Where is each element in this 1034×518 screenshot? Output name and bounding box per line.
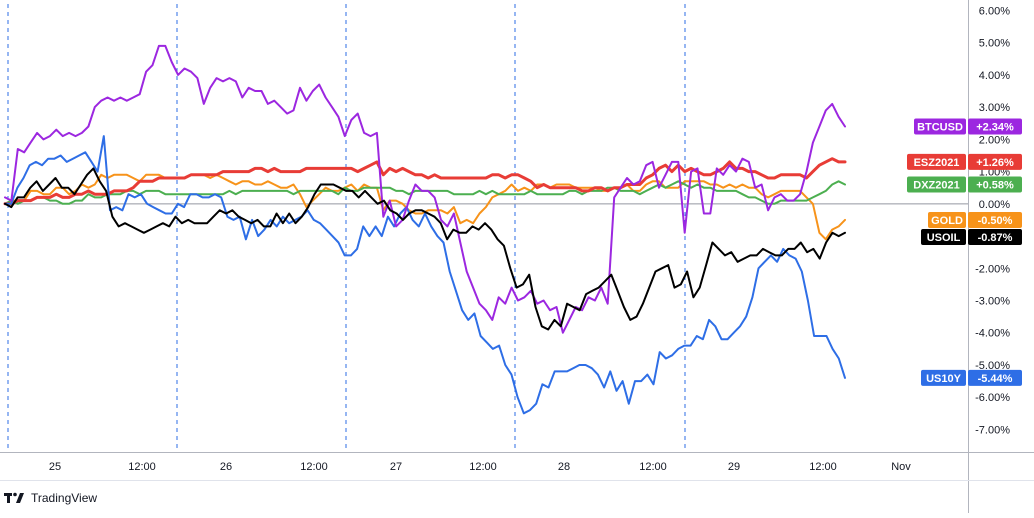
series-value-tag-bg — [968, 211, 1022, 228]
series-name-tag-bg — [921, 228, 966, 245]
y-tick-label: -3.00% — [975, 296, 1010, 308]
series-value-tag[interactable]: +2.34% — [968, 118, 1022, 135]
series-name-tag[interactable]: US10Y — [921, 369, 966, 386]
series-line-us10y — [4, 135, 846, 415]
series-value-tag[interactable]: -5.44% — [968, 369, 1022, 386]
series-value-text: +0.58% — [976, 179, 1014, 191]
series-line-usoil — [4, 167, 846, 331]
series-value-text: -0.50% — [978, 215, 1013, 227]
y-tick-label: 3.00% — [979, 102, 1010, 114]
tradingview-logo-icon — [4, 492, 24, 503]
series-lines — [3, 44, 847, 415]
y-tick-label: -4.00% — [975, 328, 1010, 340]
series-name-tag-bg — [921, 369, 966, 386]
series-value-tag[interactable]: +0.58% — [968, 176, 1022, 193]
series-name-tag[interactable]: BTCUSD — [914, 118, 966, 135]
y-tick-label: 5.00% — [979, 38, 1010, 50]
series-value-tag-bg — [968, 176, 1022, 193]
series-value-tag[interactable]: -0.50% — [968, 211, 1022, 228]
x-tick-label: 28 — [558, 461, 570, 473]
series-value-text: +1.26% — [976, 157, 1014, 169]
series-value-tag-bg — [968, 228, 1022, 245]
x-tick-label: Nov — [891, 461, 911, 473]
x-tick-label: 29 — [728, 461, 740, 473]
brand-name: TradingView — [31, 491, 98, 505]
brand-footer[interactable]: TradingView — [4, 488, 97, 508]
series-value-text: -5.44% — [978, 373, 1013, 385]
x-tick-label: 12:00 — [469, 461, 497, 473]
series-name-tag-bg — [914, 118, 966, 135]
series-value-tag[interactable]: +1.26% — [968, 153, 1022, 170]
x-tick-label: 25 — [49, 461, 61, 473]
series-value-tag-bg — [968, 118, 1022, 135]
x-tick-label: 12:00 — [809, 461, 837, 473]
series-name-tag-bg — [907, 176, 966, 193]
series-price-labels: BTCUSD +2.34% ESZ2021 +1.26% DXZ2021 +0.58% GO… — [907, 118, 1022, 386]
x-tick-label: 12:00 — [128, 461, 156, 473]
session-break-lines — [7, 4, 686, 452]
y-tick-label: 0.00% — [979, 199, 1010, 211]
x-axis-tick-labels: 25 12:00 26 12:00 27 12:00 28 12:00 29 12:00 Nov — [49, 461, 911, 473]
y-tick-label: -2.00% — [975, 263, 1010, 275]
series-value-tag[interactable]: -0.87% — [968, 228, 1022, 245]
series-name-text: US10Y — [926, 373, 962, 385]
series-line-btcusd — [4, 44, 846, 334]
y-tick-label: 4.00% — [979, 70, 1010, 82]
series-value-tag-bg — [968, 153, 1022, 170]
y-tick-label: 6.00% — [979, 5, 1010, 17]
series-name-tag-bg — [928, 211, 966, 228]
series-name-text: DXZ2021 — [913, 179, 959, 191]
series-name-tag[interactable]: ESZ2021 — [907, 153, 966, 170]
x-tick-label: 27 — [390, 461, 402, 473]
series-name-text: GOLD — [931, 215, 963, 227]
series-name-text: ESZ2021 — [914, 157, 960, 169]
series-name-tag-bg — [907, 153, 966, 170]
series-name-text: BTCUSD — [917, 121, 963, 133]
series-line-gold — [4, 173, 846, 241]
y-tick-label: -6.00% — [975, 392, 1010, 404]
x-tick-label: 26 — [220, 461, 232, 473]
y-tick-label: 2.00% — [979, 134, 1010, 146]
x-tick-label: 12:00 — [300, 461, 328, 473]
series-name-tag[interactable]: GOLD — [928, 211, 966, 228]
series-value-text: +2.34% — [976, 121, 1014, 133]
series-value-tag-bg — [968, 369, 1022, 386]
y-tick-label: -5.00% — [975, 360, 1010, 372]
y-axis-tick-labels: 6.00%5.00%4.00%3.00%2.00%1.00%0.00%-1.00… — [975, 5, 1010, 436]
series-name-tag[interactable]: DXZ2021 — [907, 176, 966, 193]
x-tick-label: 12:00 — [639, 461, 667, 473]
series-name-tag[interactable]: USOIL — [921, 228, 966, 245]
series-value-text: -0.87% — [978, 232, 1013, 244]
y-tick-label: -7.00% — [975, 424, 1010, 436]
series-name-text: USOIL — [927, 232, 961, 244]
series-line-esz2021 — [3, 157, 847, 206]
